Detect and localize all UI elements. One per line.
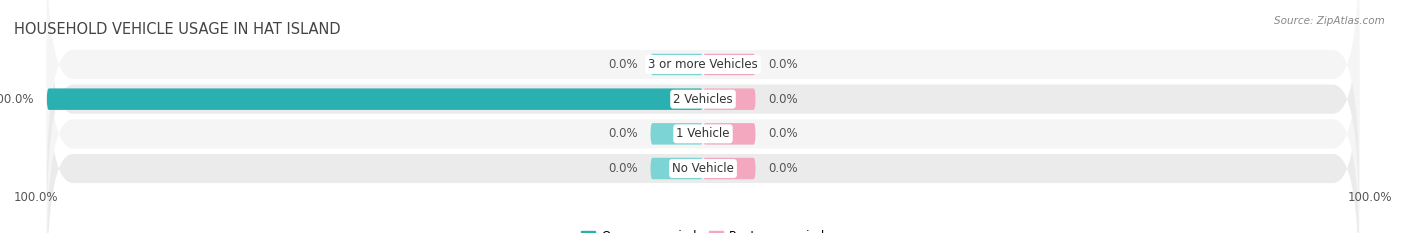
Text: 2 Vehicles: 2 Vehicles bbox=[673, 93, 733, 106]
FancyBboxPatch shape bbox=[46, 0, 1360, 223]
FancyBboxPatch shape bbox=[703, 54, 755, 75]
Text: 100.0%: 100.0% bbox=[1347, 191, 1392, 204]
Text: 0.0%: 0.0% bbox=[607, 127, 637, 140]
FancyBboxPatch shape bbox=[46, 10, 1360, 233]
Text: 0.0%: 0.0% bbox=[769, 58, 799, 71]
Text: HOUSEHOLD VEHICLE USAGE IN HAT ISLAND: HOUSEHOLD VEHICLE USAGE IN HAT ISLAND bbox=[14, 22, 340, 37]
FancyBboxPatch shape bbox=[703, 88, 755, 110]
Text: Source: ZipAtlas.com: Source: ZipAtlas.com bbox=[1274, 16, 1385, 26]
Text: 0.0%: 0.0% bbox=[607, 58, 637, 71]
Legend: Owner-occupied, Renter-occupied: Owner-occupied, Renter-occupied bbox=[576, 225, 830, 233]
FancyBboxPatch shape bbox=[703, 123, 755, 145]
FancyBboxPatch shape bbox=[46, 44, 1360, 233]
Text: 0.0%: 0.0% bbox=[607, 162, 637, 175]
Text: 0.0%: 0.0% bbox=[769, 127, 799, 140]
FancyBboxPatch shape bbox=[46, 0, 1360, 189]
Text: 0.0%: 0.0% bbox=[769, 162, 799, 175]
FancyBboxPatch shape bbox=[651, 54, 703, 75]
FancyBboxPatch shape bbox=[703, 158, 755, 179]
Text: 1 Vehicle: 1 Vehicle bbox=[676, 127, 730, 140]
Text: 0.0%: 0.0% bbox=[769, 93, 799, 106]
Text: 3 or more Vehicles: 3 or more Vehicles bbox=[648, 58, 758, 71]
Text: 100.0%: 100.0% bbox=[0, 93, 34, 106]
FancyBboxPatch shape bbox=[651, 158, 703, 179]
Text: No Vehicle: No Vehicle bbox=[672, 162, 734, 175]
FancyBboxPatch shape bbox=[651, 123, 703, 145]
Text: 100.0%: 100.0% bbox=[14, 191, 59, 204]
FancyBboxPatch shape bbox=[46, 88, 703, 110]
